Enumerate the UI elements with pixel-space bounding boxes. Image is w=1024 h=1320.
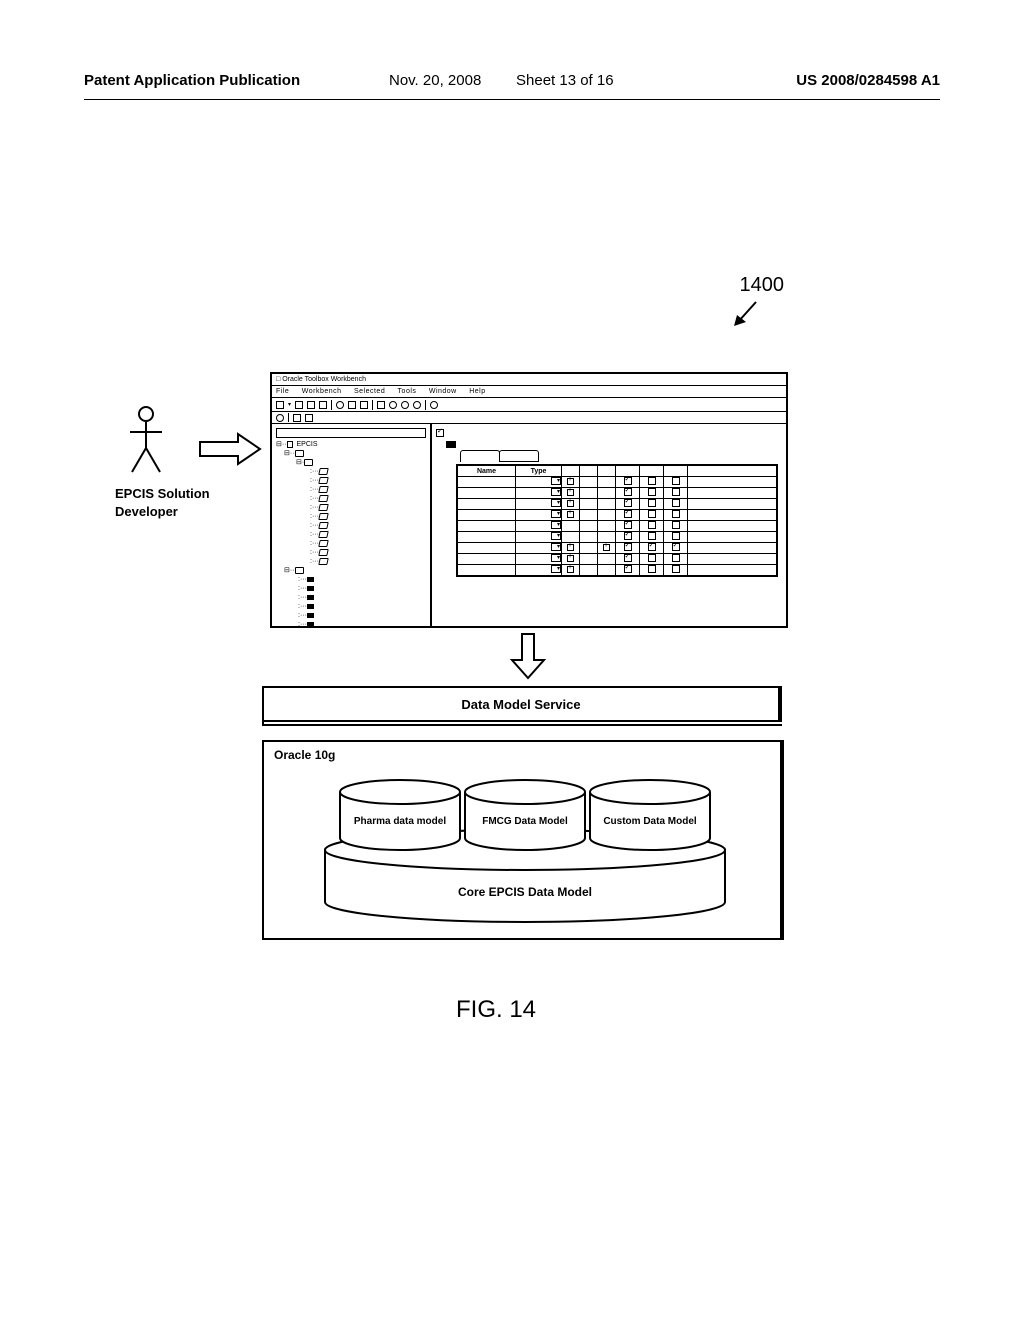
- menu-tools[interactable]: Tools: [398, 388, 427, 395]
- checkbox-icon[interactable]: [436, 429, 444, 437]
- col-type: Type: [516, 466, 562, 477]
- header-left: Patent Application Publication: [84, 72, 300, 89]
- toolbar-icon[interactable]: [413, 401, 421, 409]
- toolbar-primary: ▾: [272, 398, 786, 412]
- toolbar-icon[interactable]: [401, 401, 409, 409]
- reference-arrow-icon: [732, 300, 762, 326]
- actor-label-line2: Developer: [115, 504, 178, 519]
- toolbar-icon[interactable]: [307, 401, 315, 409]
- dms-label: Data Model Service: [461, 697, 580, 712]
- header-sheet: Sheet 13 of 16: [516, 72, 614, 89]
- table-row[interactable]: [458, 488, 777, 499]
- data-model-service-box: Data Model Service: [262, 686, 782, 722]
- menu-window[interactable]: Window: [429, 388, 467, 395]
- oracle-container: Oracle 10g Core EPCIS Data Model Pharma …: [262, 740, 784, 940]
- page-header: Patent Application Publication Nov. 20, …: [84, 72, 940, 100]
- header-date: Nov. 20, 2008: [389, 72, 481, 89]
- page: Patent Application Publication Nov. 20, …: [0, 0, 1024, 1320]
- menu-selected[interactable]: Selected: [354, 388, 395, 395]
- tree-panel[interactable]: ⊟·· EPCIS ⊟·· ⊟· :··· :··· :··· :··· :··…: [272, 424, 432, 628]
- toolbar-icon[interactable]: [389, 401, 397, 409]
- table-row[interactable]: [458, 477, 777, 488]
- menu-workbench[interactable]: Workbench: [302, 388, 352, 395]
- toolbar-icon[interactable]: [336, 401, 344, 409]
- tab[interactable]: [499, 450, 539, 462]
- table-row[interactable]: [458, 510, 777, 521]
- arrow-right-icon: [198, 432, 264, 466]
- col-name: Name: [458, 466, 516, 477]
- toolbar-icon[interactable]: [319, 401, 327, 409]
- toolbar-icon[interactable]: [377, 401, 385, 409]
- dms-shadow: [262, 722, 782, 726]
- table-row[interactable]: [458, 532, 777, 543]
- table-row[interactable]: [458, 554, 777, 565]
- actor-label-line1: EPCIS Solution: [115, 486, 210, 501]
- cyl-label-0: Pharma data model: [354, 816, 446, 827]
- oracle-label: Oracle 10g: [274, 748, 335, 762]
- toolbar-icon[interactable]: [360, 401, 368, 409]
- menu-file[interactable]: File: [276, 388, 299, 395]
- table-row[interactable]: [458, 565, 777, 576]
- tree-root-label[interactable]: EPCIS: [296, 441, 317, 448]
- toolbar-icon[interactable]: [348, 401, 356, 409]
- reference-number: 1400: [740, 274, 785, 297]
- menu-help[interactable]: Help: [469, 388, 495, 395]
- tab[interactable]: [460, 450, 500, 462]
- toolbar-icon[interactable]: [305, 414, 313, 422]
- arrow-down-icon: [508, 632, 548, 680]
- toolbar-secondary: [272, 412, 786, 424]
- panel-indicator-icon: [446, 441, 456, 448]
- core-model-label: Core EPCIS Data Model: [458, 885, 592, 899]
- toolbar-icon[interactable]: [295, 401, 303, 409]
- figure-label: FIG. 14: [456, 996, 536, 1024]
- window-title: □ Oracle Toolbox Workbench: [272, 374, 786, 386]
- editor-panel: Name Type: [432, 424, 786, 628]
- cyl-label-1: FMCG Data Model: [482, 816, 568, 827]
- menu-bar[interactable]: File Workbench Selected Tools Window Hel…: [272, 386, 786, 398]
- cyl-label-2: Custom Data Model: [603, 816, 697, 827]
- actor-label: EPCIS Solution Developer: [115, 485, 210, 520]
- workbench-body: ⊟·· EPCIS ⊟·· ⊟· :··· :··· :··· :··· :··…: [272, 424, 786, 628]
- actor-icon: [126, 406, 166, 480]
- cylinder-group: Core EPCIS Data Model Pharma data model …: [318, 770, 732, 937]
- table-row[interactable]: [458, 543, 777, 554]
- workbench-window: □ Oracle Toolbox Workbench File Workbenc…: [270, 372, 788, 628]
- table-row[interactable]: [458, 499, 777, 510]
- header-pubno: US 2008/0284598 A1: [796, 72, 940, 89]
- properties-table: Name Type: [456, 464, 778, 577]
- table-row[interactable]: [458, 521, 777, 532]
- toolbar-icon[interactable]: [276, 401, 284, 409]
- toolbar-icon[interactable]: [276, 414, 284, 422]
- toolbar-icon[interactable]: [430, 401, 438, 409]
- toolbar-icon[interactable]: [293, 414, 301, 422]
